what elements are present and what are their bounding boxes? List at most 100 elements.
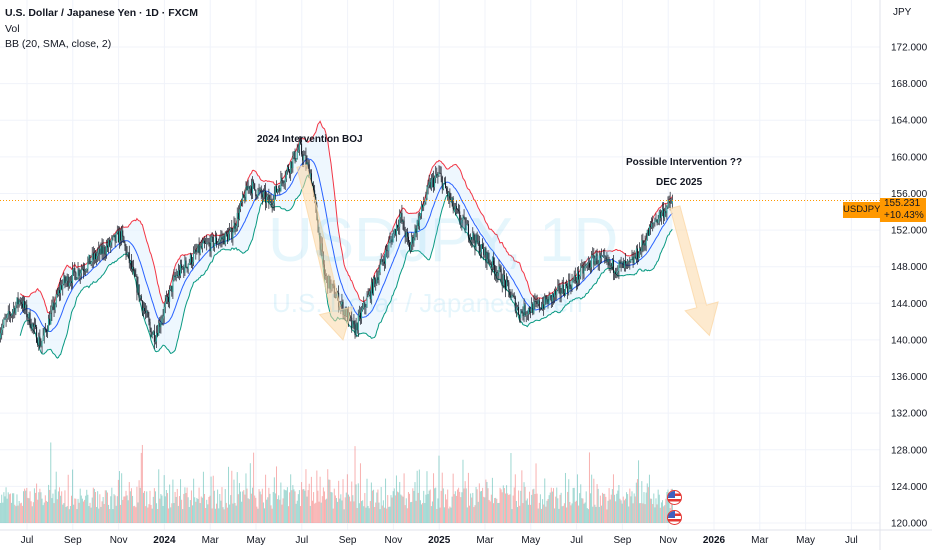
x-tick-label: Sep [614, 535, 632, 546]
volume-bar [485, 479, 487, 523]
annotation-boj[interactable]: 2024 Intervention BOJ [257, 134, 363, 145]
candle-body [84, 270, 86, 272]
candle-body [562, 284, 564, 294]
volume-bar [280, 482, 282, 523]
candle-body [380, 259, 382, 265]
volume-bar [162, 505, 164, 523]
volume-bar [556, 487, 558, 523]
candle-body [422, 204, 424, 208]
volume-bar [212, 475, 214, 523]
volume-bar [399, 481, 401, 523]
annotation-dec[interactable]: DEC 2025 [656, 177, 703, 188]
volume-bar [482, 487, 484, 523]
volume-bar [382, 500, 384, 523]
candle-body [7, 311, 9, 315]
volume-bar [318, 501, 320, 523]
x-tick-label: Jul [295, 535, 308, 546]
volume-bar [363, 506, 365, 523]
volume-bar [220, 500, 222, 523]
volume-bar [466, 507, 468, 523]
volume-bar [612, 474, 614, 523]
volume-bar [488, 499, 490, 523]
x-tick-label: May [796, 535, 815, 546]
volume-bar [515, 500, 517, 523]
candle-body [641, 240, 643, 251]
volume-bar [378, 502, 380, 523]
volume-bar [653, 493, 655, 523]
volume-bar [401, 495, 403, 523]
candle-body [53, 302, 55, 310]
volume-bar [350, 501, 352, 523]
candle-body [151, 334, 153, 337]
candle-body [527, 308, 529, 314]
volume-bar [104, 490, 106, 523]
volume-bar [550, 487, 552, 523]
volume-bar [102, 496, 104, 523]
us-flag-event-icon[interactable] [667, 510, 682, 525]
volume-bar [90, 507, 92, 523]
candle-body [501, 281, 503, 286]
volume-bar [286, 487, 288, 523]
indicator-volume[interactable]: Vol [5, 22, 20, 35]
candle-body [598, 255, 600, 264]
x-tick-label: May [521, 535, 540, 546]
volume-bar [211, 508, 213, 523]
us-flag-event-icon[interactable] [667, 490, 682, 505]
symbol-title[interactable]: U.S. Dollar / Japanese Yen · 1D · FXCM [5, 7, 198, 19]
volume-bar [190, 490, 192, 523]
volume-bar [530, 504, 532, 523]
candle-body [181, 264, 183, 269]
candle-body [279, 188, 281, 192]
candle-body [371, 282, 373, 294]
candle-body [364, 302, 366, 308]
candle-body [575, 280, 577, 283]
candle-body [306, 162, 308, 166]
volume-bar [196, 497, 198, 523]
volume-bar [247, 498, 249, 523]
volume-bar [524, 486, 526, 523]
volume-bar [489, 501, 491, 523]
candle-body [452, 197, 454, 209]
candle-body [463, 216, 465, 218]
candle-body [440, 173, 442, 177]
volume-bar [320, 502, 322, 523]
volume-bar [297, 494, 299, 523]
candle-body [655, 219, 657, 222]
volume-bar [365, 507, 367, 523]
volume-bar [509, 494, 511, 523]
volume-bar [235, 505, 237, 523]
candle-body [638, 257, 640, 260]
candle-body [483, 248, 485, 256]
volume-bar [595, 506, 597, 523]
volume-bar [500, 489, 502, 523]
candle-body [32, 323, 34, 327]
volume-bar [26, 487, 28, 523]
volume-bar [443, 507, 445, 523]
candle-body [128, 252, 130, 264]
candle-body [435, 174, 437, 179]
candle-body [90, 261, 92, 265]
volume-bar [267, 497, 269, 523]
indicator-bollinger[interactable]: BB (20, SMA, close, 2) [5, 38, 112, 50]
candle-body [171, 285, 173, 292]
candle-body [129, 260, 131, 264]
volume-bar [380, 487, 382, 523]
candle-body [597, 263, 599, 265]
candle-body [386, 249, 388, 251]
volume-bar [96, 506, 98, 523]
volume-bar [236, 472, 238, 523]
candle-body [413, 237, 415, 244]
currency-label[interactable]: JPY [893, 7, 912, 18]
candle-body [231, 228, 233, 239]
candle-body [470, 237, 472, 240]
volume-bar [117, 479, 119, 523]
volume-bar [659, 507, 661, 523]
annotation-possible[interactable]: Possible Intervention ?? [626, 157, 743, 168]
candle-body [627, 261, 629, 263]
candle-body [425, 198, 427, 203]
candle-body [122, 230, 124, 237]
volume-bar [197, 499, 199, 523]
candle-body [457, 209, 459, 210]
volume-bar [61, 491, 63, 523]
